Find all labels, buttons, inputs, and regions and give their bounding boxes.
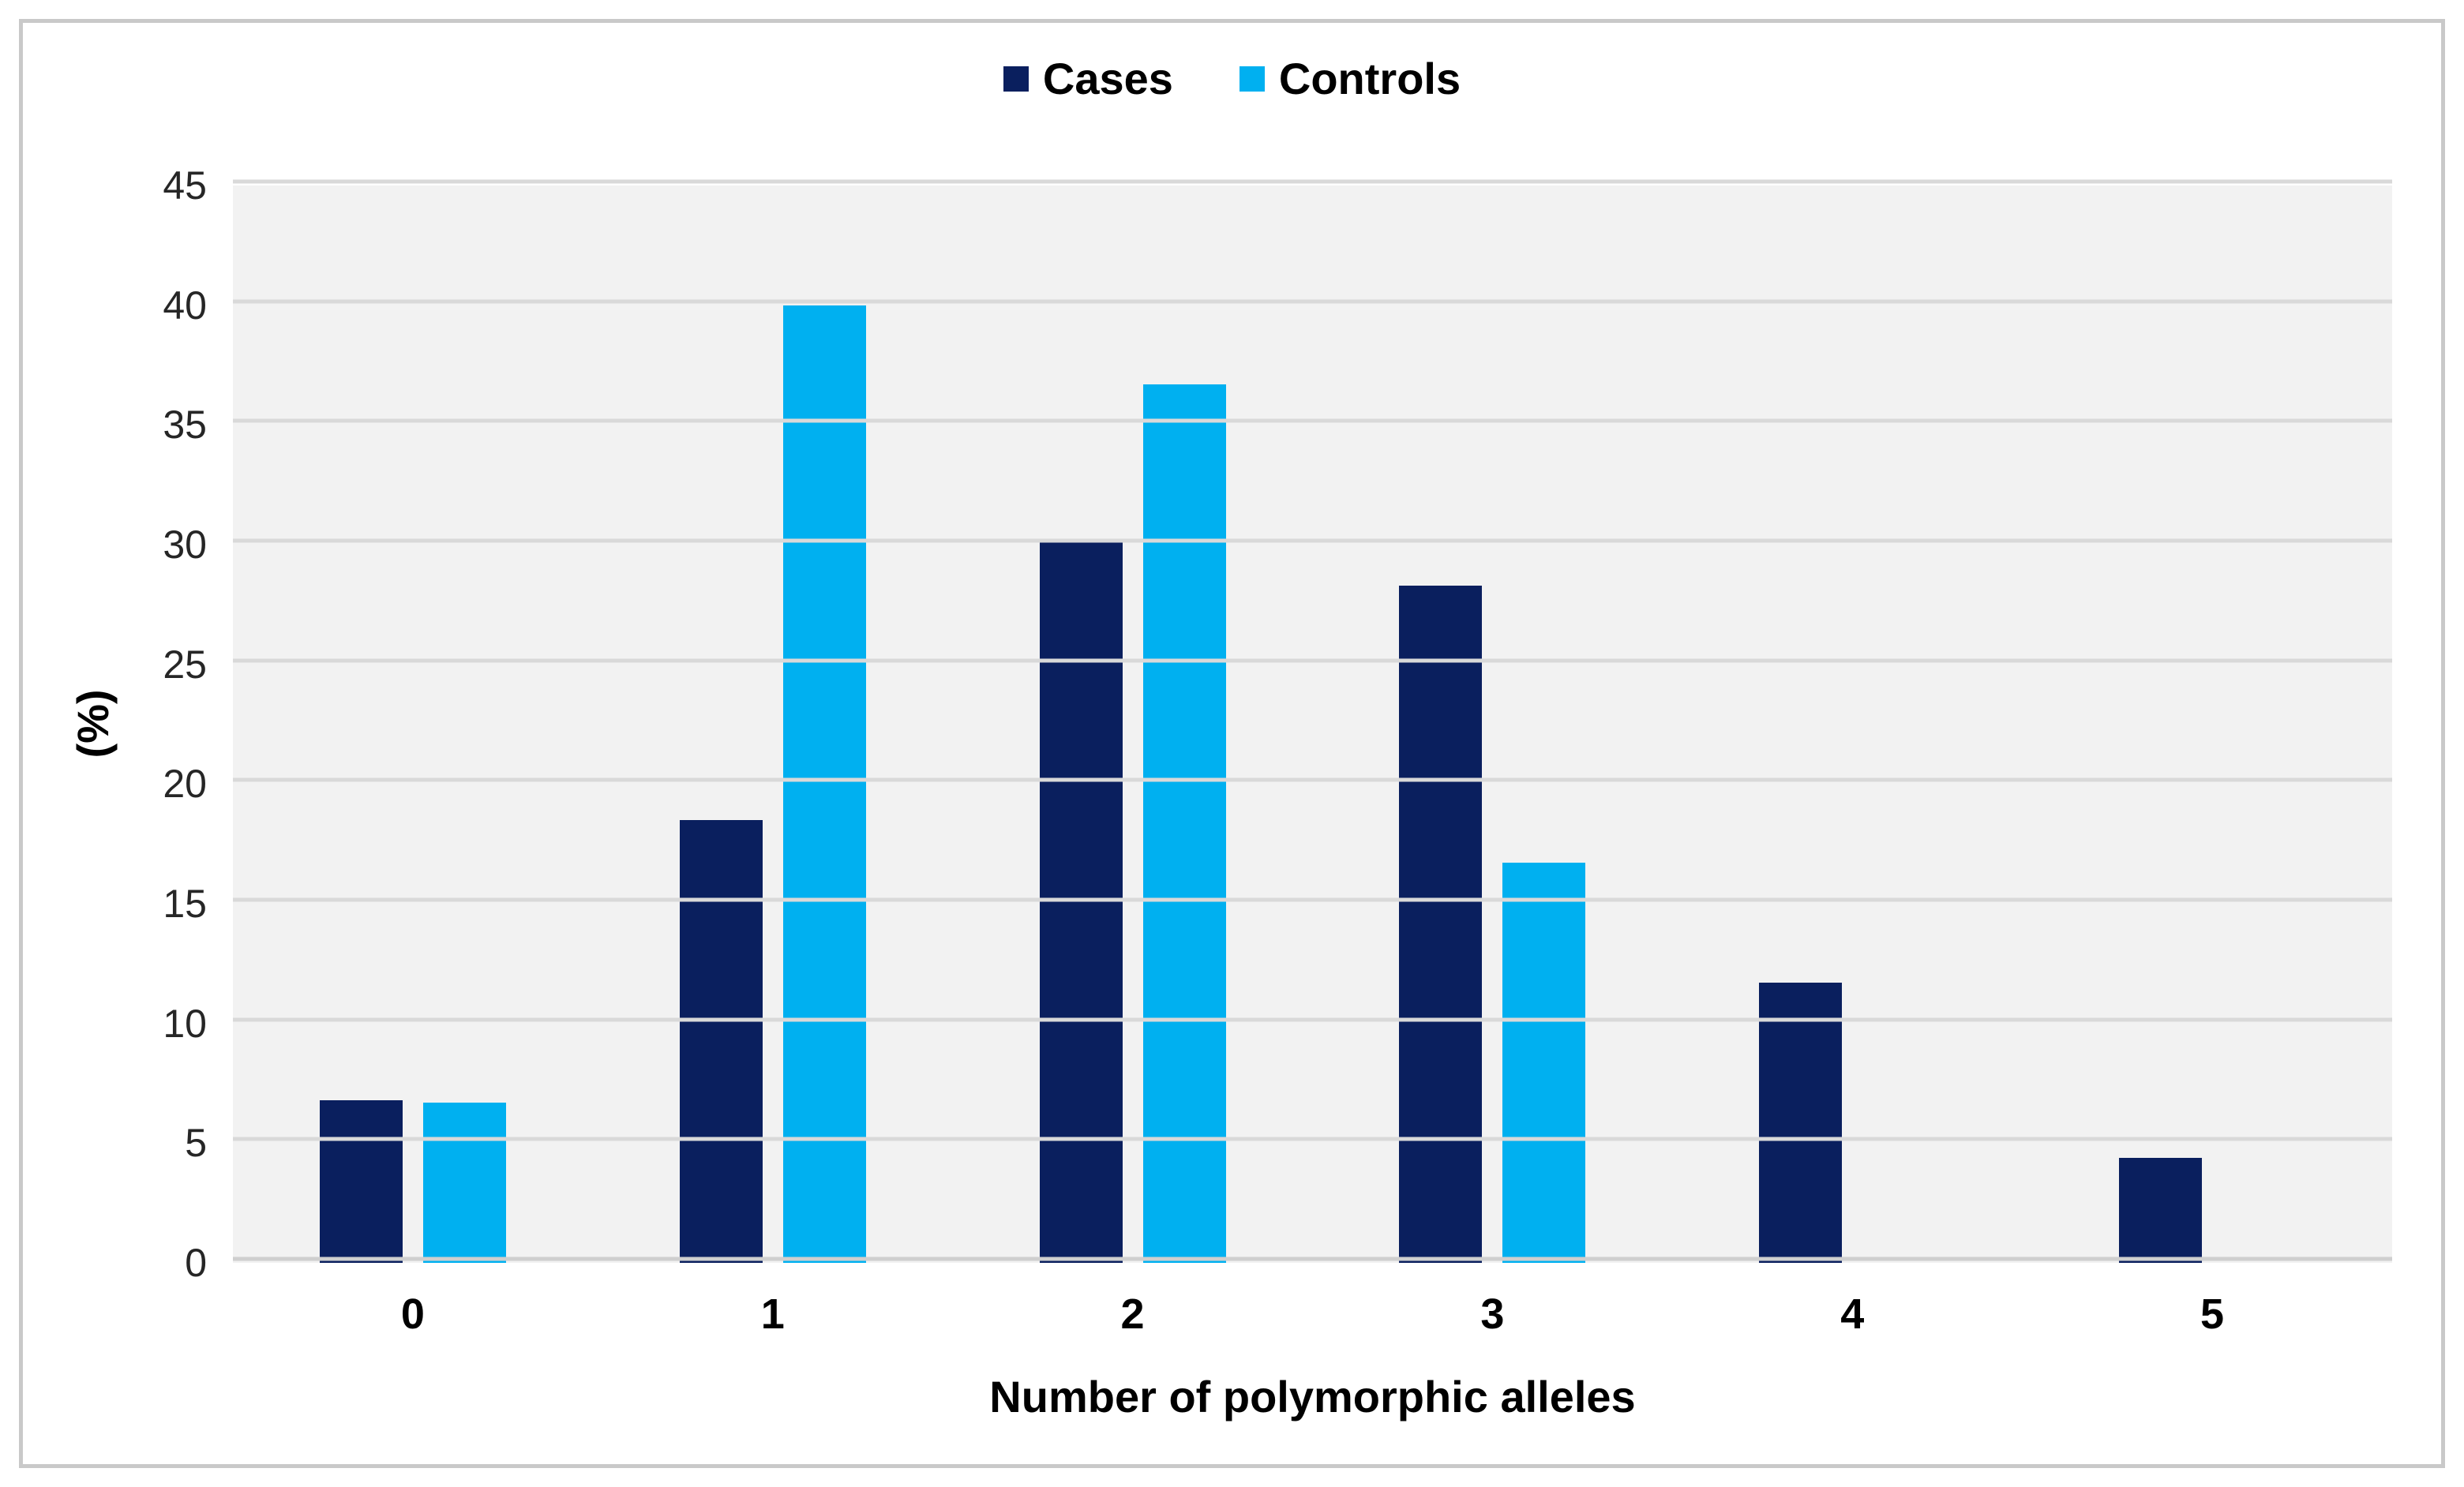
- legend-label-controls: Controls: [1278, 54, 1461, 103]
- y-axis-title: (%): [68, 689, 118, 758]
- legend-swatch-cases-icon: [1003, 66, 1029, 92]
- x-axis-baseline: [233, 1257, 2392, 1261]
- category-slot-2: [953, 185, 1313, 1263]
- x-axis-tick-labels: 0 1 2 3 4 5: [233, 1293, 2392, 1335]
- y-tick-label-20: 20: [163, 762, 207, 807]
- gridline-y-30: [233, 538, 2392, 543]
- category-slot-4: [1672, 185, 2032, 1263]
- gridline-y-25: [233, 658, 2392, 663]
- plot-area: [233, 179, 2392, 1263]
- x-tick-label-4: 4: [1840, 1290, 1865, 1338]
- y-tick-label-10: 10: [163, 1001, 207, 1046]
- gridline-y-40: [233, 299, 2392, 304]
- y-tick-label-35: 35: [163, 403, 207, 448]
- bar-cases-1: [679, 819, 763, 1263]
- gridline-y-10: [233, 1017, 2392, 1022]
- gridline-y-35: [233, 418, 2392, 423]
- legend-item-controls: Controls: [1239, 54, 1461, 103]
- y-tick-label-15: 15: [163, 882, 207, 926]
- bar-cases-5: [2119, 1157, 2203, 1263]
- category-slot-5: [2032, 185, 2392, 1263]
- bar-controls-1: [782, 305, 866, 1263]
- bar-cases-4: [1759, 983, 1843, 1263]
- legend: Cases Controls: [0, 57, 2464, 101]
- gridline-y-5: [233, 1137, 2392, 1141]
- y-tick-label-5: 5: [185, 1121, 207, 1166]
- y-tick-label-0: 0: [185, 1241, 207, 1285]
- bar-controls-3: [1502, 863, 1586, 1263]
- bar-controls-2: [1142, 384, 1226, 1263]
- bar-controls-0: [422, 1102, 506, 1263]
- x-tick-label-5: 5: [2200, 1290, 2225, 1338]
- bar-cases-0: [319, 1099, 403, 1263]
- gridline-y-15: [233, 897, 2392, 902]
- category-slot-3: [1312, 185, 1672, 1263]
- bar-cases-3: [1399, 585, 1483, 1263]
- y-axis-tick-labels: 0 5 10 15 20 25 30 35 40 45: [0, 166, 207, 1283]
- category-slot-1: [593, 185, 953, 1263]
- x-tick-label-2: 2: [1120, 1290, 1145, 1338]
- x-tick-label-1: 1: [760, 1290, 785, 1338]
- gridline-y-45: [233, 179, 2392, 184]
- legend-item-cases: Cases: [1003, 57, 1173, 101]
- legend-swatch-controls-icon: [1239, 66, 1265, 92]
- x-tick-label-3: 3: [1480, 1290, 1505, 1338]
- y-tick-label-25: 25: [163, 642, 207, 687]
- gridline-y-20: [233, 777, 2392, 782]
- x-axis-title: Number of polymorphic alleles: [989, 1372, 1636, 1421]
- y-tick-label-45: 45: [163, 163, 207, 208]
- y-tick-label-40: 40: [163, 283, 207, 328]
- y-tick-label-30: 30: [163, 523, 207, 567]
- category-slot-0: [233, 185, 593, 1263]
- x-tick-label-0: 0: [400, 1290, 425, 1338]
- legend-label-cases: Cases: [1042, 54, 1173, 103]
- bars-row: [233, 185, 2392, 1263]
